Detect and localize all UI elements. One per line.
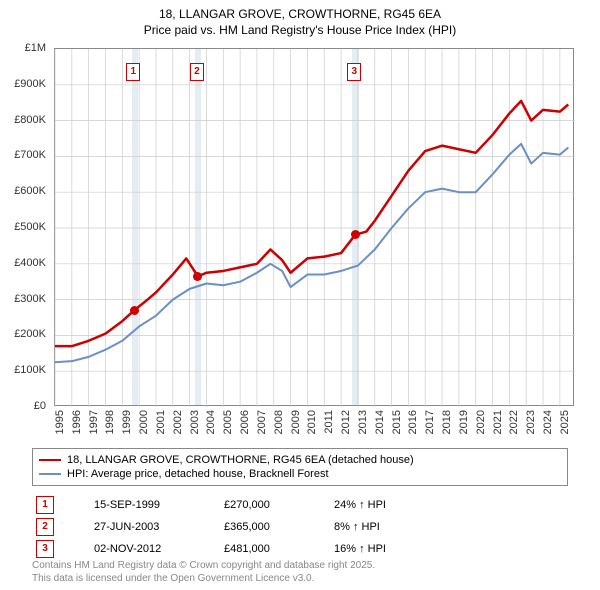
legend-item: HPI: Average price, detached house, Brac… — [39, 467, 561, 481]
sale-number-box: 3 — [36, 540, 54, 558]
y-tick-label: £600K — [14, 185, 46, 197]
x-tick-label: 2020 — [475, 410, 487, 434]
sale-price: £481,000 — [224, 543, 324, 555]
line-chart: 1 2 3 — [54, 48, 574, 406]
sale-price: £365,000 — [224, 521, 324, 533]
legend-item: 18, LLANGAR GROVE, CROWTHORNE, RG45 6EA … — [39, 453, 561, 467]
sale-hpi: 16% ↑ HPI — [334, 543, 434, 555]
x-tick-label: 1997 — [88, 410, 100, 434]
sale-date: 15-SEP-1999 — [94, 499, 214, 511]
x-tick-label: 2024 — [542, 410, 554, 434]
x-tick-label: 1999 — [121, 410, 133, 434]
x-tick-label: 2009 — [290, 410, 302, 434]
title-line1: 18, LLANGAR GROVE, CROWTHORNE, RG45 6EA — [10, 6, 590, 22]
y-tick-label: £900K — [14, 78, 46, 90]
x-tick-label: 2000 — [138, 410, 150, 434]
y-tick-label: £700K — [14, 149, 46, 161]
legend-swatch — [39, 473, 61, 475]
x-tick-label: 2022 — [508, 410, 520, 434]
x-tick-label: 2003 — [189, 410, 201, 434]
x-tick-label: 1996 — [71, 410, 83, 434]
y-axis: £0£100K£200K£300K£400K£500K£600K£700K£80… — [0, 48, 50, 406]
sale-marker-dot — [351, 230, 360, 239]
legend: 18, LLANGAR GROVE, CROWTHORNE, RG45 6EA … — [32, 448, 568, 486]
x-tick-label: 2012 — [340, 410, 352, 434]
y-tick-label: £800K — [14, 114, 46, 126]
sale-number-box: 1 — [36, 496, 54, 514]
x-tick-label: 2017 — [424, 410, 436, 434]
sale-row: 2 27-JUN-2003 £365,000 8% ↑ HPI — [32, 516, 568, 538]
x-tick-label: 2025 — [559, 410, 571, 434]
chart-title: 18, LLANGAR GROVE, CROWTHORNE, RG45 6EA … — [0, 0, 600, 40]
sale-number-box: 2 — [36, 518, 54, 536]
attribution: Contains HM Land Registry data © Crown c… — [32, 560, 568, 585]
sales-table: 1 15-SEP-1999 £270,000 24% ↑ HPI 2 27-JUN-200… — [32, 494, 568, 560]
sale-marker-box: 3 — [347, 63, 361, 81]
x-axis: 1995 1996 1997 1998 1999 2000 2001 2002 2003 2004… — [54, 408, 574, 448]
legend-swatch — [39, 459, 61, 461]
x-tick-label: 1998 — [104, 410, 116, 434]
sale-hpi: 8% ↑ HPI — [334, 521, 434, 533]
y-tick-label: £0 — [34, 400, 46, 412]
y-tick-label: £500K — [14, 221, 46, 233]
sale-marker-box: 1 — [126, 63, 140, 81]
legend-label: HPI: Average price, detached house, Brac… — [67, 468, 329, 480]
legend-label: 18, LLANGAR GROVE, CROWTHORNE, RG45 6EA … — [67, 454, 414, 466]
x-tick-label: 2007 — [256, 410, 268, 434]
sale-price: £270,000 — [224, 499, 324, 511]
sale-row: 3 02-NOV-2012 £481,000 16% ↑ HPI — [32, 538, 568, 560]
title-line2: Price paid vs. HM Land Registry's House … — [10, 22, 590, 38]
sale-marker-box: 2 — [190, 63, 204, 81]
x-tick-label: 1995 — [54, 410, 66, 434]
y-tick-label: £300K — [14, 293, 46, 305]
x-tick-label: 2005 — [222, 410, 234, 434]
x-tick-label: 2018 — [441, 410, 453, 434]
sale-marker-dot — [130, 306, 139, 315]
x-tick-label: 2015 — [391, 410, 403, 434]
y-tick-label: £1M — [25, 42, 46, 54]
attribution-line1: Contains HM Land Registry data © Crown c… — [32, 560, 568, 573]
x-tick-label: 2006 — [239, 410, 251, 434]
x-tick-label: 2016 — [407, 410, 419, 434]
x-tick-label: 2001 — [155, 410, 167, 434]
x-tick-label: 2019 — [458, 410, 470, 434]
series-hpi — [55, 144, 568, 362]
x-tick-label: 2004 — [205, 410, 217, 434]
x-tick-label: 2008 — [273, 410, 285, 434]
sale-hpi: 24% ↑ HPI — [334, 499, 434, 511]
x-tick-label: 2011 — [323, 410, 335, 434]
y-tick-label: £400K — [14, 257, 46, 269]
attribution-line2: This data is licensed under the Open Gov… — [32, 573, 568, 586]
x-tick-label: 2010 — [306, 410, 318, 434]
sale-date: 27-JUN-2003 — [94, 521, 214, 533]
x-tick-label: 2013 — [357, 410, 369, 434]
sale-date: 02-NOV-2012 — [94, 543, 214, 555]
x-tick-label: 2014 — [374, 410, 386, 434]
y-tick-label: £100K — [14, 364, 46, 376]
chart-svg — [55, 49, 573, 405]
x-tick-label: 2023 — [525, 410, 537, 434]
y-tick-label: £200K — [14, 328, 46, 340]
x-tick-label: 2002 — [172, 410, 184, 434]
x-tick-label: 2021 — [492, 410, 504, 434]
sale-row: 1 15-SEP-1999 £270,000 24% ↑ HPI — [32, 494, 568, 516]
